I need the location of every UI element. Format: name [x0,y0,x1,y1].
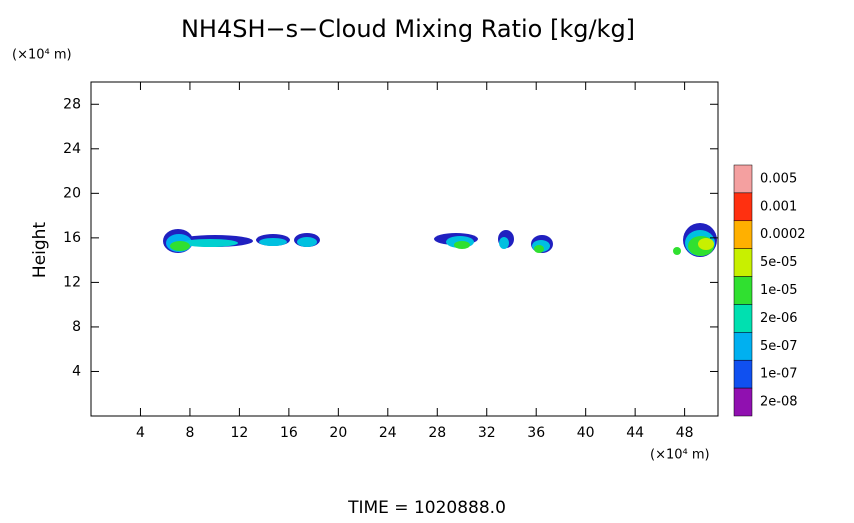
y-tick-label: 12 [63,274,81,290]
x-tick-label: 4 [136,425,145,441]
x-tick-label: 40 [577,425,595,441]
x-tick-label: 48 [676,425,694,441]
colorbar-label: 2e-08 [760,395,798,410]
x-tick-label: 20 [329,425,347,441]
plot-frame [90,81,719,417]
colorbar-swatch [733,359,753,389]
x-tick-label: 28 [428,425,446,441]
y-tick-label: 16 [63,230,81,246]
colorbar-label: 0.001 [760,199,797,214]
y-unit: (×10⁴ m) [12,48,72,63]
colorbar-label: 1e-07 [760,367,798,382]
colorbar-label: 1e-05 [760,283,798,298]
y-axis-label: Height [30,222,50,279]
colorbar-swatch [733,248,753,277]
y-tick-label: 28 [63,96,81,112]
x-tick-label: 12 [230,425,248,441]
colorbar-swatch [733,387,753,417]
colorbar-label: 2e-06 [760,311,798,326]
cloud-field [163,223,717,257]
y-tick-label: 4 [72,363,81,379]
chart-title: NH4SH−s−Cloud Mixing Ratio [kg/kg] [181,15,635,43]
colorbar-swatch [733,220,753,249]
x-tick-label: 8 [185,425,194,441]
footer: TIME = 1020888.0 [347,498,506,518]
x-unit: (×10⁴ m) [650,448,710,463]
x-tick-label: 16 [280,425,298,441]
colorbar-swatch [733,276,753,305]
colorbar-swatch [733,304,753,333]
colorbar-label: 0.0002 [760,227,806,242]
x-tick-label: 32 [478,425,496,441]
x-tick-label: 44 [626,425,644,441]
x-tick-label: 36 [527,425,545,441]
y-tick-label: 8 [72,319,81,335]
colorbar-swatch [733,164,753,194]
y-tick-label: 20 [63,185,81,201]
colorbar-swatch [733,332,753,361]
colorbar-label: 5e-05 [760,255,798,270]
x-tick-label: 24 [379,425,397,441]
y-tick-label: 24 [63,141,81,157]
colorbar-label: 0.005 [760,171,797,186]
colorbar-swatch [733,192,753,222]
colorbar-label: 5e-07 [760,339,798,354]
